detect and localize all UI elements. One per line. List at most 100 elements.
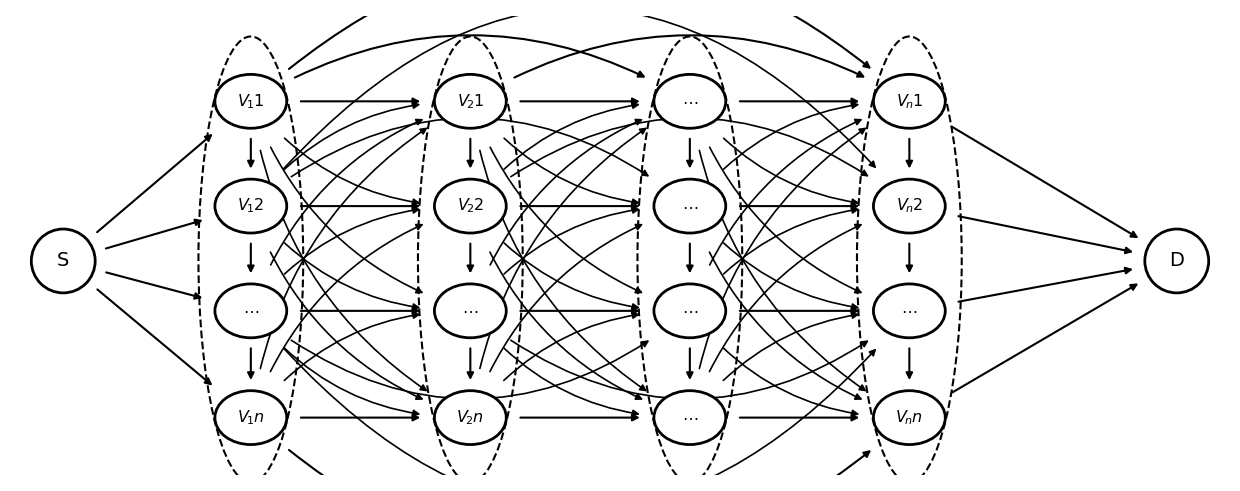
FancyArrowPatch shape: [505, 243, 639, 309]
FancyArrowPatch shape: [724, 208, 858, 274]
FancyArrowPatch shape: [503, 313, 639, 381]
FancyArrowPatch shape: [699, 129, 866, 369]
FancyArrowPatch shape: [289, 0, 869, 69]
FancyArrowPatch shape: [505, 208, 639, 274]
Ellipse shape: [215, 284, 286, 338]
FancyArrowPatch shape: [467, 244, 474, 271]
Ellipse shape: [653, 74, 725, 128]
FancyArrowPatch shape: [490, 119, 641, 265]
FancyArrowPatch shape: [709, 119, 861, 265]
FancyArrowPatch shape: [709, 224, 861, 372]
Text: $\cdots$: $\cdots$: [682, 303, 698, 318]
FancyArrowPatch shape: [467, 139, 474, 166]
Text: $\cdots$: $\cdots$: [682, 94, 698, 109]
Ellipse shape: [873, 391, 945, 444]
FancyArrowPatch shape: [521, 415, 637, 420]
Text: $V_{\!n}2$: $V_{\!n}2$: [895, 197, 923, 216]
FancyArrowPatch shape: [248, 139, 254, 166]
FancyArrowPatch shape: [505, 103, 639, 169]
Ellipse shape: [434, 284, 506, 338]
Text: $V_{\!1}n$: $V_{\!1}n$: [237, 408, 264, 427]
Ellipse shape: [653, 391, 725, 444]
FancyArrowPatch shape: [723, 348, 858, 416]
Ellipse shape: [434, 391, 506, 444]
FancyArrowPatch shape: [480, 129, 646, 369]
FancyArrowPatch shape: [952, 127, 1137, 237]
FancyArrowPatch shape: [301, 415, 418, 420]
FancyArrowPatch shape: [284, 348, 419, 416]
Text: $V_{\!2}2$: $V_{\!2}2$: [456, 197, 484, 216]
FancyArrowPatch shape: [740, 308, 857, 314]
FancyArrowPatch shape: [687, 348, 693, 378]
Text: $V_{\!2}1$: $V_{\!2}1$: [456, 92, 484, 110]
FancyArrowPatch shape: [740, 99, 857, 104]
FancyArrowPatch shape: [97, 135, 211, 232]
FancyArrowPatch shape: [515, 35, 863, 78]
Text: $\cdots$: $\cdots$: [243, 303, 259, 318]
FancyArrowPatch shape: [107, 273, 201, 299]
FancyArrowPatch shape: [503, 348, 639, 416]
FancyArrowPatch shape: [724, 103, 858, 169]
FancyArrowPatch shape: [724, 243, 858, 309]
Text: $V_{\!1}2$: $V_{\!1}2$: [237, 197, 264, 216]
Ellipse shape: [873, 284, 945, 338]
Ellipse shape: [873, 179, 945, 233]
FancyArrowPatch shape: [959, 216, 1131, 253]
FancyArrowPatch shape: [709, 147, 861, 293]
FancyArrowPatch shape: [284, 138, 419, 205]
FancyArrowPatch shape: [906, 244, 913, 271]
FancyArrowPatch shape: [105, 219, 201, 248]
FancyArrowPatch shape: [467, 348, 474, 378]
Text: $\cdots$: $\cdots$: [901, 303, 918, 318]
FancyArrowPatch shape: [699, 150, 866, 390]
FancyArrowPatch shape: [291, 118, 647, 177]
FancyArrowPatch shape: [952, 285, 1136, 392]
FancyArrowPatch shape: [284, 349, 875, 491]
Ellipse shape: [653, 284, 725, 338]
Text: $\cdots$: $\cdots$: [682, 410, 698, 425]
FancyArrowPatch shape: [260, 129, 427, 369]
Text: $\cdots$: $\cdots$: [463, 303, 479, 318]
FancyArrowPatch shape: [521, 99, 637, 104]
FancyArrowPatch shape: [959, 268, 1131, 301]
FancyArrowPatch shape: [270, 224, 422, 372]
Circle shape: [31, 229, 95, 293]
Text: $V_{\!n}n$: $V_{\!n}n$: [895, 408, 924, 427]
FancyArrowPatch shape: [480, 150, 646, 390]
FancyArrowPatch shape: [740, 203, 857, 209]
FancyArrowPatch shape: [284, 313, 419, 381]
Ellipse shape: [215, 74, 286, 128]
FancyArrowPatch shape: [291, 340, 647, 399]
FancyArrowPatch shape: [723, 313, 858, 381]
FancyArrowPatch shape: [687, 139, 693, 166]
Text: $V_{\!2}n$: $V_{\!2}n$: [456, 408, 484, 427]
FancyArrowPatch shape: [906, 348, 913, 378]
Ellipse shape: [653, 179, 725, 233]
Ellipse shape: [215, 391, 286, 444]
FancyArrowPatch shape: [284, 103, 419, 169]
Text: $\cdots$: $\cdots$: [682, 198, 698, 214]
FancyArrowPatch shape: [248, 244, 254, 271]
Text: S: S: [57, 251, 69, 271]
FancyArrowPatch shape: [270, 119, 422, 265]
FancyArrowPatch shape: [98, 290, 211, 384]
FancyArrowPatch shape: [709, 252, 861, 399]
Ellipse shape: [873, 74, 945, 128]
FancyArrowPatch shape: [490, 147, 641, 293]
Text: D: D: [1169, 251, 1184, 271]
FancyArrowPatch shape: [301, 99, 418, 104]
Text: $V_{\!1}1$: $V_{\!1}1$: [237, 92, 264, 110]
FancyArrowPatch shape: [511, 340, 867, 399]
FancyArrowPatch shape: [301, 308, 418, 314]
FancyArrowPatch shape: [284, 208, 419, 274]
FancyArrowPatch shape: [505, 138, 639, 205]
FancyArrowPatch shape: [511, 118, 867, 177]
Ellipse shape: [434, 179, 506, 233]
FancyArrowPatch shape: [521, 308, 637, 314]
FancyArrowPatch shape: [687, 244, 693, 271]
FancyArrowPatch shape: [270, 147, 422, 293]
FancyArrowPatch shape: [301, 203, 418, 209]
FancyArrowPatch shape: [284, 8, 875, 168]
FancyArrowPatch shape: [295, 35, 644, 78]
FancyArrowPatch shape: [289, 450, 869, 491]
